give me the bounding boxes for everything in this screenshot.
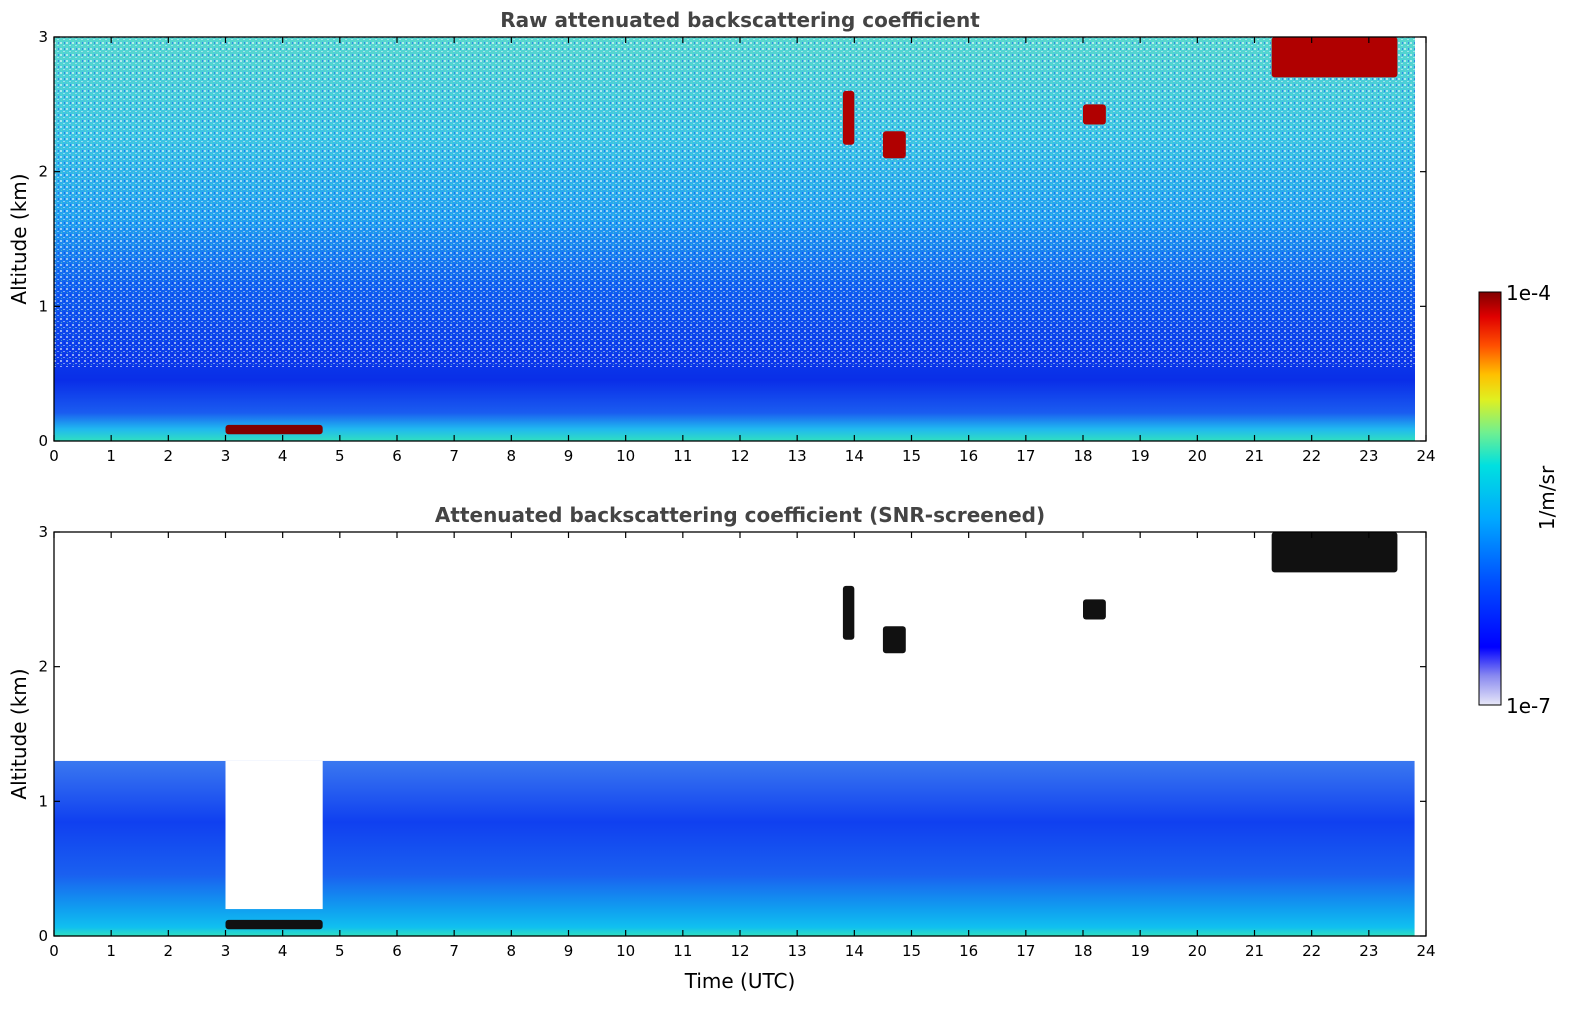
raw-x-tick-label-15: 15 bbox=[902, 447, 921, 465]
raw-heatmap bbox=[54, 37, 1426, 441]
raw-feature-cloud-4 bbox=[1083, 104, 1106, 125]
raw-y-tick-label-2: 2 bbox=[38, 163, 48, 181]
raw-x-tick-label-1: 1 bbox=[106, 447, 116, 465]
screened-x-tick-label-6: 6 bbox=[392, 942, 402, 960]
screened-feature-cloud-5 bbox=[1083, 599, 1106, 620]
raw-x-tick-label-9: 9 bbox=[564, 447, 574, 465]
raw-y-axis-label: Altitude (km) bbox=[7, 173, 31, 304]
screened-x-tick-label-13: 13 bbox=[788, 942, 807, 960]
raw-feature-cloud-3 bbox=[882, 131, 906, 159]
raw-x-tick-label-24: 24 bbox=[1416, 447, 1435, 465]
raw-x-tick-label-13: 13 bbox=[788, 447, 807, 465]
screened-x-tick-label-23: 23 bbox=[1359, 942, 1378, 960]
screened-heatmap bbox=[54, 532, 1426, 936]
screened-y-tick-label-3: 3 bbox=[38, 523, 48, 541]
screened-x-tick-label-19: 19 bbox=[1131, 942, 1150, 960]
raw-x-tick-label-6: 6 bbox=[392, 447, 402, 465]
raw-x-tick-label-8: 8 bbox=[507, 447, 517, 465]
screened-x-tick-label-24: 24 bbox=[1416, 942, 1435, 960]
screened-backscatter-panel: Attenuated backscattering coefficient (S… bbox=[7, 503, 1436, 993]
screened-feature-clear-gap-1 bbox=[225, 760, 323, 910]
screened-y-axis-label: Altitude (km) bbox=[7, 668, 31, 799]
screened-x-tick-label-11: 11 bbox=[673, 942, 692, 960]
x-axis-label: Time (UTC) bbox=[684, 969, 796, 993]
screened-x-tick-label-21: 21 bbox=[1245, 942, 1264, 960]
screened-x-tick-label-12: 12 bbox=[730, 942, 749, 960]
raw-x-tick-label-19: 19 bbox=[1131, 447, 1150, 465]
screened-x-tick-label-15: 15 bbox=[902, 942, 921, 960]
screened-feature-cloud-3 bbox=[842, 585, 855, 640]
colorbar-gradient bbox=[1478, 291, 1502, 706]
screened-y-tick-label-1: 1 bbox=[38, 792, 48, 810]
colorbar: 1e-4 1e-7 1/m/sr bbox=[1478, 281, 1559, 718]
screened-y-tick-label-0: 0 bbox=[38, 927, 48, 945]
raw-feature-cloud-2 bbox=[842, 90, 855, 145]
screened-x-tick-label-18: 18 bbox=[1073, 942, 1092, 960]
raw-x-tick-label-3: 3 bbox=[221, 447, 231, 465]
raw-right-edge-blank bbox=[1415, 37, 1426, 441]
screened-feature-cloud-6 bbox=[1271, 532, 1398, 573]
screened-x-tick-label-14: 14 bbox=[845, 942, 864, 960]
raw-x-tick-label-2: 2 bbox=[164, 447, 174, 465]
raw-x-tick-label-12: 12 bbox=[730, 447, 749, 465]
screened-x-tick-label-7: 7 bbox=[449, 942, 459, 960]
raw-y-tick-label-3: 3 bbox=[38, 28, 48, 46]
raw-feature-cloud-5 bbox=[1271, 37, 1398, 78]
raw-feature-low-cloud-1 bbox=[225, 424, 323, 435]
raw-backscatter-panel: Raw attenuated backscattering coefficien… bbox=[7, 8, 1436, 465]
raw-x-tick-label-20: 20 bbox=[1188, 447, 1207, 465]
raw-heatmap-noise bbox=[54, 37, 1415, 367]
raw-x-tick-label-11: 11 bbox=[673, 447, 692, 465]
raw-x-tick-label-4: 4 bbox=[278, 447, 288, 465]
screened-x-tick-label-8: 8 bbox=[507, 942, 517, 960]
screened-x-tick-label-5: 5 bbox=[335, 942, 345, 960]
raw-y-tick-label-1: 1 bbox=[38, 297, 48, 315]
screened-x-tick-label-2: 2 bbox=[164, 942, 174, 960]
raw-x-tick-label-18: 18 bbox=[1073, 447, 1092, 465]
screened-panel-title: Attenuated backscattering coefficient (S… bbox=[435, 503, 1045, 527]
raw-x-tick-label-23: 23 bbox=[1359, 447, 1378, 465]
screened-x-tick-label-3: 3 bbox=[221, 942, 231, 960]
raw-x-tick-label-21: 21 bbox=[1245, 447, 1264, 465]
colorbar-min-label: 1e-7 bbox=[1506, 694, 1551, 718]
raw-x-tick-label-22: 22 bbox=[1302, 447, 1321, 465]
raw-y-tick-label-0: 0 bbox=[38, 432, 48, 450]
raw-x-tick-label-10: 10 bbox=[616, 447, 635, 465]
screened-x-tick-label-22: 22 bbox=[1302, 942, 1321, 960]
screened-x-tick-label-16: 16 bbox=[959, 942, 978, 960]
screened-x-tick-label-4: 4 bbox=[278, 942, 288, 960]
screened-x-tick-label-20: 20 bbox=[1188, 942, 1207, 960]
screened-x-tick-label-9: 9 bbox=[564, 942, 574, 960]
screened-x-tick-label-17: 17 bbox=[1016, 942, 1035, 960]
raw-x-tick-label-7: 7 bbox=[449, 447, 459, 465]
raw-x-tick-label-17: 17 bbox=[1016, 447, 1035, 465]
colorbar-unit-label: 1/m/sr bbox=[1535, 465, 1559, 530]
raw-x-tick-label-16: 16 bbox=[959, 447, 978, 465]
raw-x-tick-label-0: 0 bbox=[49, 447, 59, 465]
raw-x-tick-label-14: 14 bbox=[845, 447, 864, 465]
colorbar-max-label: 1e-4 bbox=[1506, 281, 1551, 305]
screened-feature-cloud-4 bbox=[882, 626, 906, 654]
screened-feature-low-cloud-2 bbox=[225, 919, 323, 930]
screened-y-tick-label-2: 2 bbox=[38, 658, 48, 676]
screened-x-tick-label-1: 1 bbox=[106, 942, 116, 960]
raw-panel-title: Raw attenuated backscattering coefficien… bbox=[500, 8, 980, 32]
raw-x-tick-label-5: 5 bbox=[335, 447, 345, 465]
screened-x-tick-label-0: 0 bbox=[49, 942, 59, 960]
screened-x-tick-label-10: 10 bbox=[616, 942, 635, 960]
